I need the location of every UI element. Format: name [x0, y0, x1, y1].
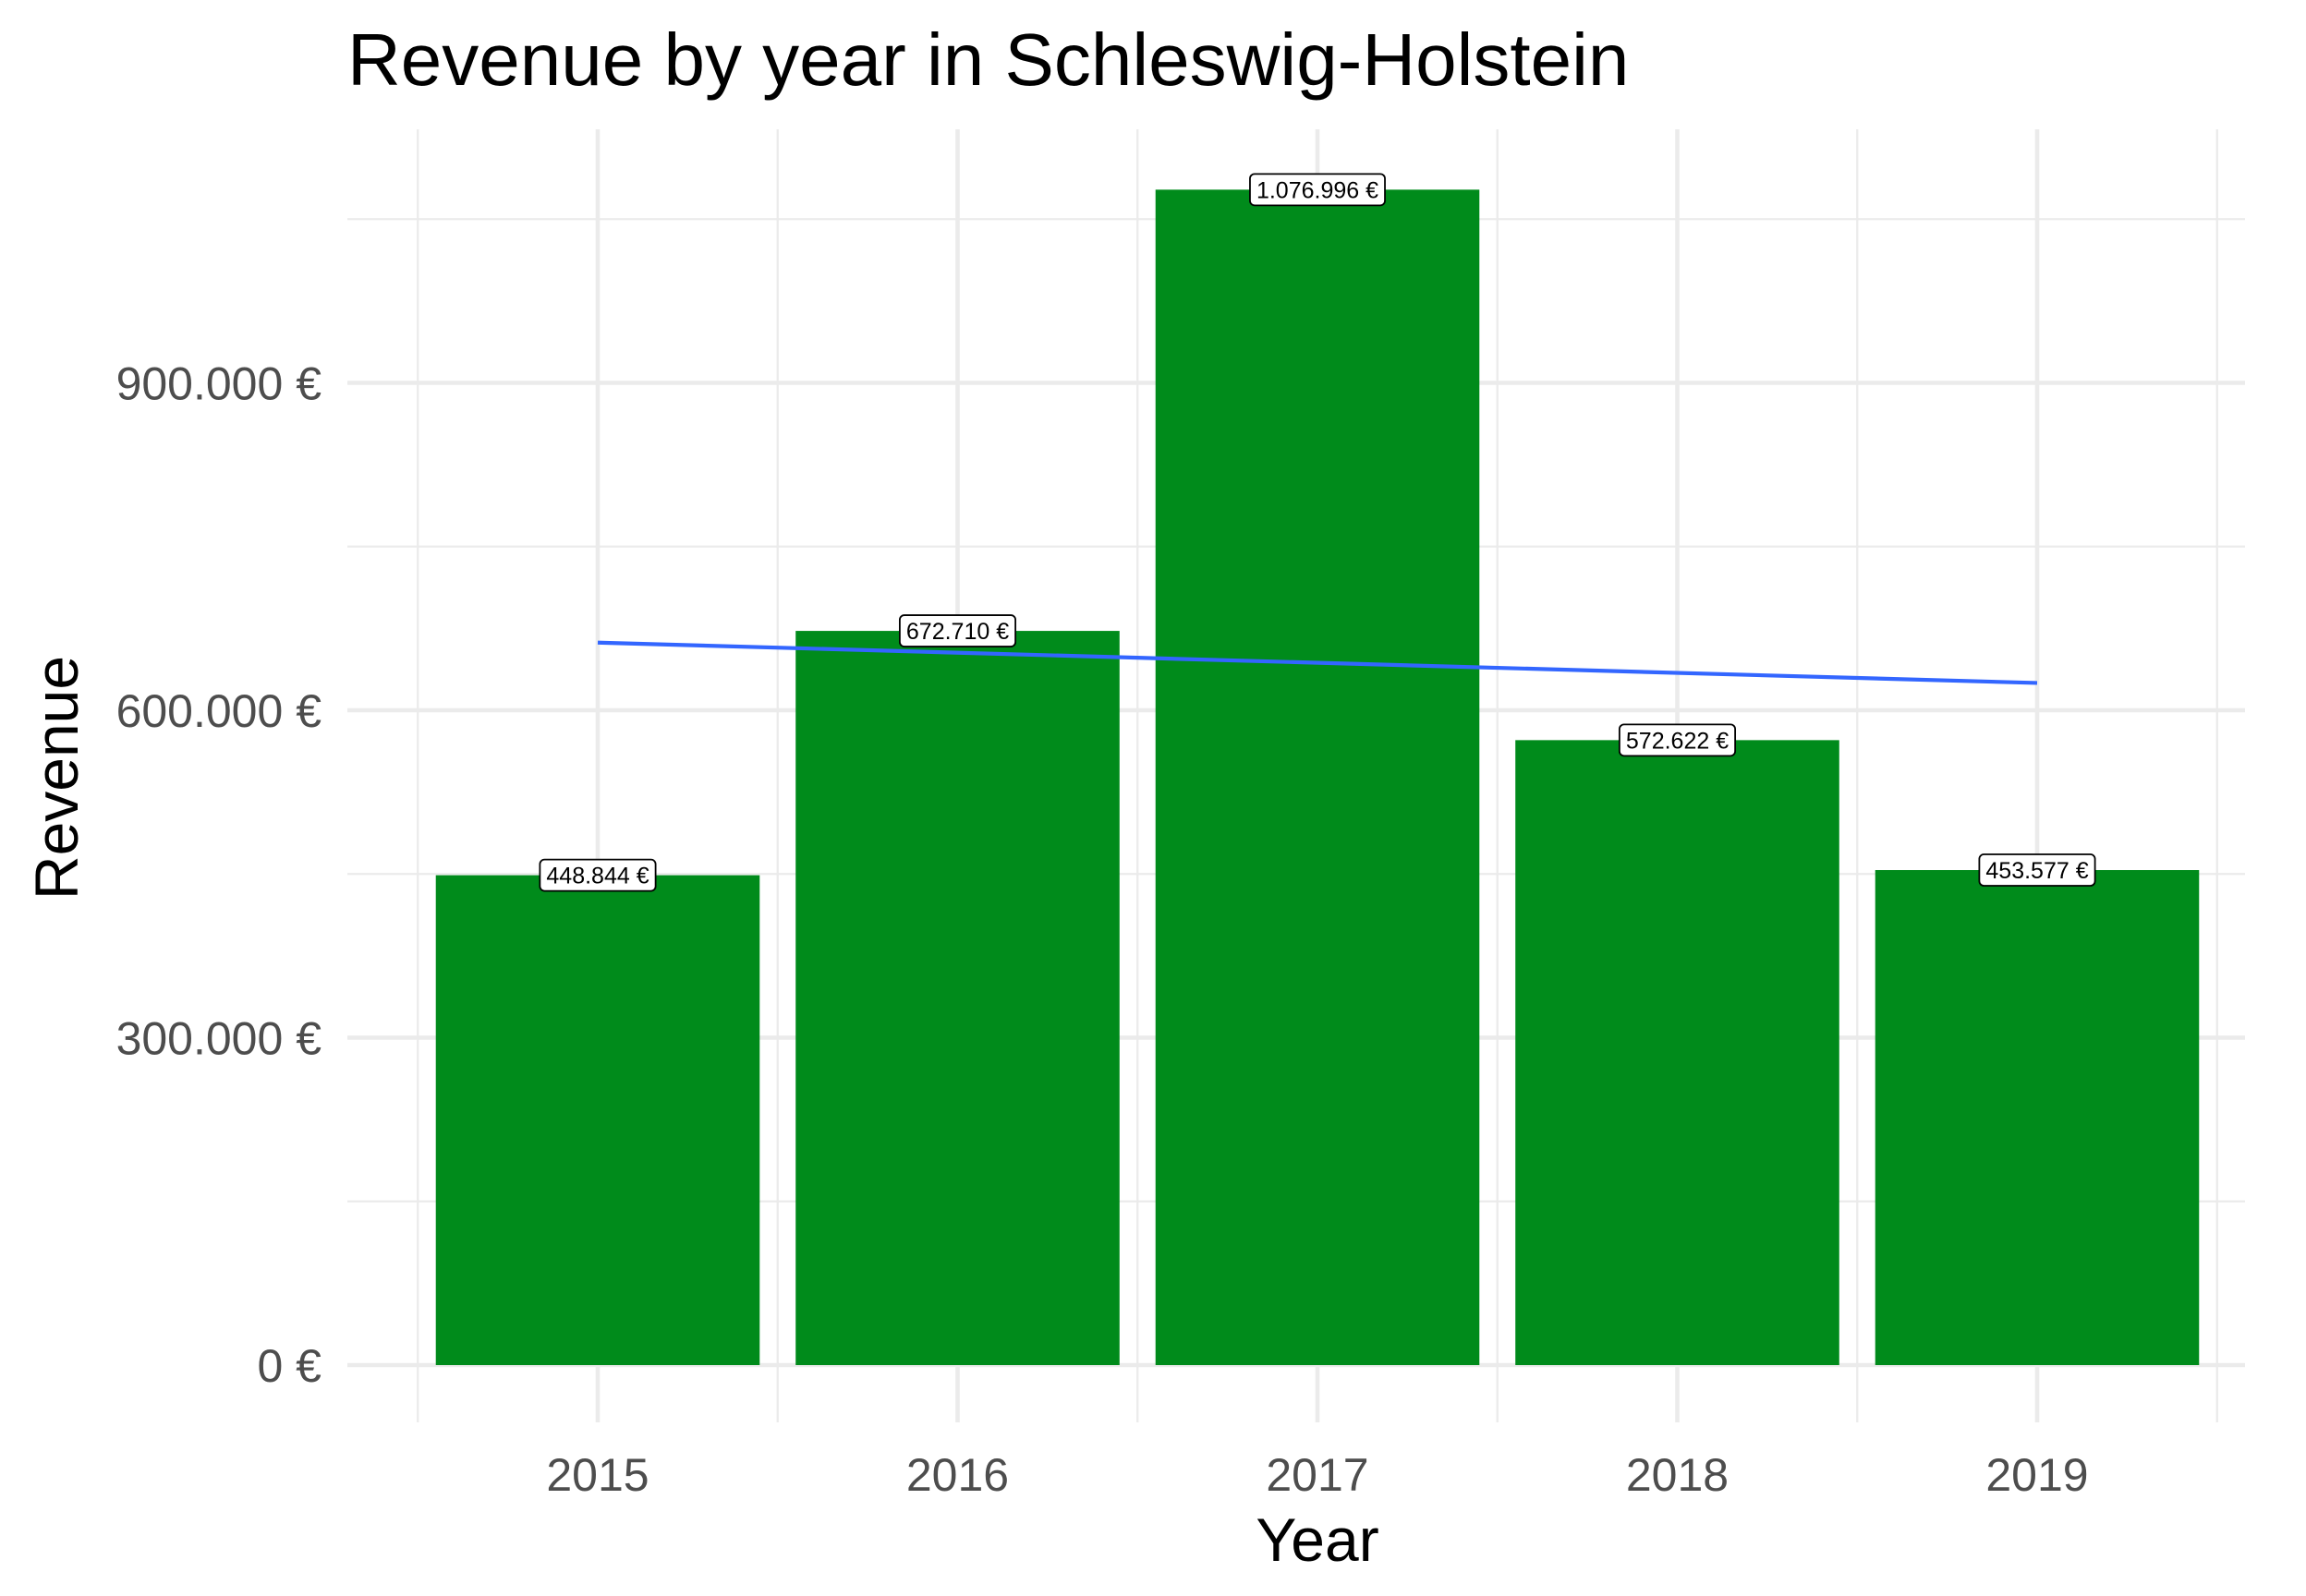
data-label-text: 453.577 € [1985, 858, 2088, 884]
bar-2017 [1155, 189, 1480, 1365]
y-axis-title: Revenue [22, 656, 91, 900]
data-label-box [1249, 173, 1386, 207]
data-label-2015: 448.844 € [539, 858, 657, 892]
data-label-box [1978, 853, 2096, 887]
data-label-text: 672.710 € [906, 619, 1009, 645]
x-tick-label: 2018 [1626, 1449, 1729, 1501]
data-label-2017: 1.076.996 € [1249, 173, 1386, 207]
x-axis-title: Year [1256, 1505, 1378, 1574]
data-label-2018: 572.622 € [1618, 723, 1737, 757]
data-label-2019: 453.577 € [1978, 853, 2096, 887]
y-tick-label: 900.000 € [116, 358, 322, 410]
data-label-text: 1.076.996 € [1256, 177, 1378, 203]
data-label-2016: 672.710 € [898, 614, 1017, 647]
y-tick-label: 600.000 € [116, 685, 322, 737]
data-label-text: 448.844 € [546, 864, 649, 889]
bar-layer [435, 189, 2200, 1365]
bar-2019 [1875, 870, 2200, 1365]
data-label-box [539, 858, 657, 892]
bar-2015 [435, 875, 760, 1365]
trend-line [597, 640, 2038, 685]
y-tick-label: 0 € [257, 1340, 322, 1392]
chart-title: Revenue by year in Schleswig-Holstein [347, 18, 1629, 101]
bar-2018 [1515, 740, 1839, 1365]
x-tick-label: 2016 [906, 1449, 1009, 1501]
x-tick-label: 2017 [1266, 1449, 1368, 1501]
bar-2016 [795, 631, 1120, 1365]
data-label-box [898, 614, 1017, 647]
data-label-layer: 448.844 € 672.710 € 1.076.996 € 572.622 € 45… [539, 173, 2096, 892]
data-label-text: 572.622 € [1626, 728, 1729, 754]
x-tick-label: 2015 [546, 1449, 649, 1501]
y-tick-label: 300.000 € [116, 1013, 322, 1065]
y-axis-ticks: 0 € 300.000 € 600.000 € 900.000 € [116, 358, 322, 1393]
data-label-box [1618, 723, 1737, 757]
x-axis-ticks: 2015 2016 2017 2018 2019 [546, 1449, 2088, 1501]
trend-layer [597, 640, 2038, 685]
x-tick-label: 2019 [1985, 1449, 2088, 1501]
